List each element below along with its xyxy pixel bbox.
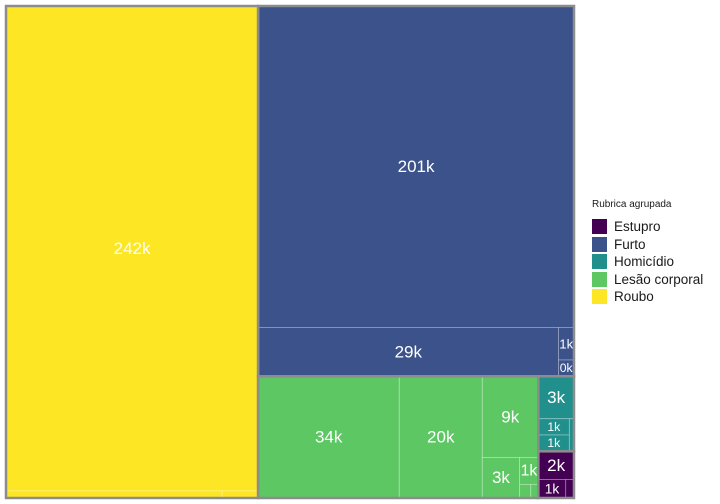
tile-label-lesao-corporal-1: 20k	[427, 428, 455, 447]
tile-homicidio-0	[537, 375, 575, 420]
tile-label-furto-3: 0k	[560, 361, 574, 375]
legend-swatch-lesao-corporal	[592, 271, 607, 287]
group-border-estupro	[537, 450, 576, 500]
legend-item-homicidio: Homicídio	[592, 253, 703, 271]
tile-label-furto-1: 29k	[395, 342, 423, 361]
tile-label-furto-2: 1k	[559, 336, 573, 351]
tile-label-lesao-corporal-4: 1k	[521, 462, 538, 479]
legend-swatch-roubo	[592, 289, 607, 305]
legend-item-lesao-corporal: Lesão corporal	[592, 271, 703, 289]
tile-lesao-corporal-1	[398, 375, 483, 499]
tile-label-homicidio-2: 1k	[547, 436, 561, 450]
tile-label-lesao-corporal-0: 34k	[315, 428, 343, 447]
legend-label-furto: Furto	[614, 236, 646, 252]
legend-label-homicidio: Homicídio	[614, 254, 675, 270]
legend-label-lesao-corporal: Lesão corporal	[614, 271, 704, 287]
tile-roubo-0	[5, 5, 259, 492]
tile-label-furto-0: 201k	[398, 157, 435, 176]
legend-title: Rubrica agrupada	[592, 199, 672, 210]
tile-label-homicidio-0: 3k	[547, 388, 565, 407]
legend-item-roubo: Roubo	[592, 288, 703, 306]
tile-label-estupro-1: 1k	[545, 481, 560, 496]
legend-item-furto: Furto	[592, 236, 703, 254]
tile-label-roubo-0: 242k	[114, 239, 151, 258]
tile-furto-1	[257, 327, 559, 377]
tile-label-lesao-corporal-2: 9k	[501, 407, 519, 426]
legend-label-estupro: Estupro	[614, 219, 661, 235]
legend-swatch-estupro	[592, 219, 607, 235]
tile-lesao-corporal-5	[519, 484, 532, 499]
tile-label-estupro-0: 2k	[547, 456, 565, 475]
legend: Estupro Furto Homicídio Lesão corporal R…	[592, 218, 703, 306]
tile-lesao-corporal-0	[257, 375, 400, 499]
tiles: 242k 201k 29k 1k 0k 34k 20k 9k 3k 1k 3k 1k 1k 2k 1k	[5, 5, 575, 499]
legend-swatch-homicidio	[592, 254, 607, 270]
legend-swatch-furto	[592, 236, 607, 252]
legend-label-roubo: Roubo	[614, 289, 654, 305]
group-borders	[4, 4, 576, 500]
tile-label-homicidio-1: 1k	[547, 420, 561, 434]
tile-label-lesao-corporal-3: 3k	[492, 468, 510, 487]
legend-item-estupro: Estupro	[592, 218, 703, 236]
